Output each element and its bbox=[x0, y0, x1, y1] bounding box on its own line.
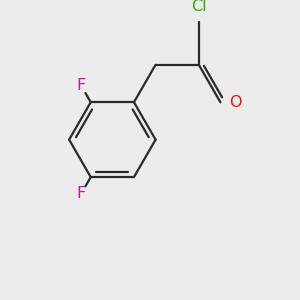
Text: O: O bbox=[229, 95, 241, 110]
Text: F: F bbox=[76, 186, 86, 201]
Text: Cl: Cl bbox=[192, 0, 207, 14]
Text: F: F bbox=[76, 78, 86, 93]
